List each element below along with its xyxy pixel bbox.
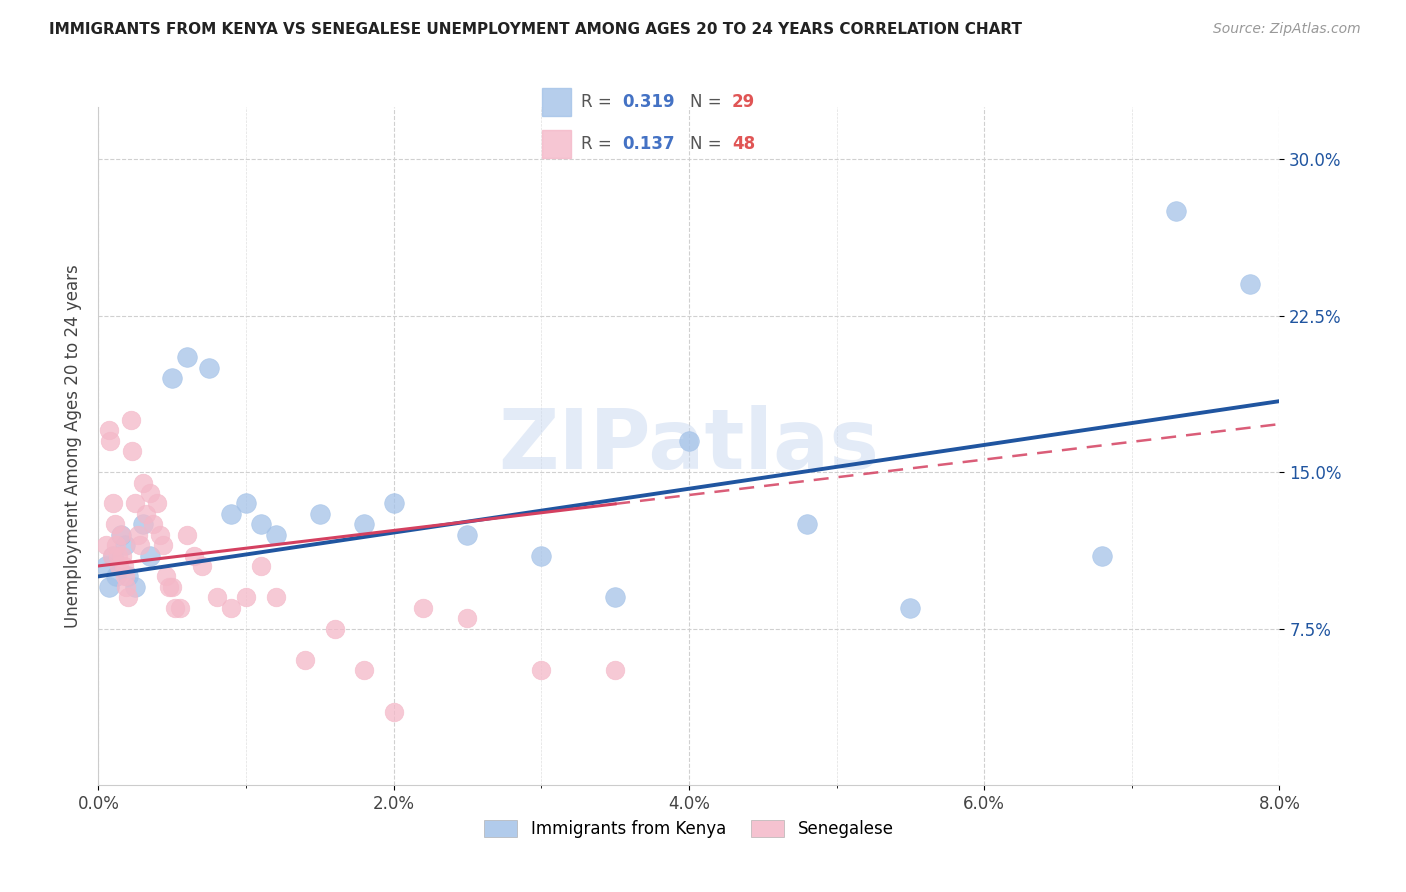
Point [323, 622, 346, 636]
Point [114, 538, 136, 552]
Point [100, 549, 122, 563]
Point [107, 549, 129, 563]
Point [264, 527, 287, 541]
Point [412, 600, 434, 615]
Point [796, 517, 818, 532]
Point [1091, 549, 1114, 563]
Point [149, 527, 172, 541]
Point [457, 611, 479, 625]
Point [191, 558, 214, 573]
Point [121, 444, 143, 458]
Point [139, 486, 162, 500]
Point [678, 434, 700, 448]
Point [183, 549, 205, 563]
Point [124, 496, 146, 510]
Point [105, 538, 128, 552]
Point [128, 538, 150, 552]
Y-axis label: Unemployment Among Ages 20 to 24 years: Unemployment Among Ages 20 to 24 years [63, 264, 82, 628]
Text: IMMIGRANTS FROM KENYA VS SENEGALESE UNEMPLOYMENT AMONG AGES 20 TO 24 YEARS CORRE: IMMIGRANTS FROM KENYA VS SENEGALESE UNEM… [49, 22, 1022, 37]
Point [353, 663, 375, 677]
Point [146, 496, 169, 510]
Point [120, 413, 142, 427]
Legend: Immigrants from Kenya, Senegalese: Immigrants from Kenya, Senegalese [478, 813, 900, 845]
Point [1166, 204, 1188, 219]
Point [353, 517, 375, 532]
Point [162, 580, 183, 594]
Point [294, 653, 316, 667]
Point [139, 549, 162, 563]
Text: Source: ZipAtlas.com: Source: ZipAtlas.com [1213, 22, 1361, 37]
Text: R =: R = [581, 136, 617, 153]
Point [235, 496, 257, 510]
Point [900, 600, 922, 615]
Point [1239, 277, 1261, 292]
Point [165, 600, 187, 615]
Point [142, 517, 165, 532]
Point [97, 423, 120, 437]
Point [110, 527, 132, 541]
Point [124, 580, 146, 594]
Point [250, 517, 273, 532]
Point [94, 538, 117, 552]
Point [198, 360, 221, 375]
Point [530, 549, 553, 563]
Point [605, 591, 627, 605]
Text: 29: 29 [733, 93, 755, 111]
Point [94, 558, 117, 573]
Point [110, 527, 132, 541]
Point [98, 434, 121, 448]
Point [135, 507, 157, 521]
Point [152, 538, 174, 552]
Point [103, 549, 125, 563]
Point [530, 663, 553, 677]
Point [112, 558, 135, 573]
Point [157, 580, 180, 594]
Point [115, 580, 138, 594]
Point [103, 496, 125, 510]
Text: N =: N = [690, 136, 727, 153]
Point [382, 496, 405, 510]
Point [114, 569, 136, 583]
Point [162, 371, 183, 385]
Text: R =: R = [581, 93, 617, 111]
Text: 0.137: 0.137 [623, 136, 675, 153]
FancyBboxPatch shape [543, 88, 571, 116]
Point [205, 591, 228, 605]
Point [132, 517, 155, 532]
Point [105, 569, 128, 583]
Point [221, 600, 243, 615]
Text: 0.319: 0.319 [623, 93, 675, 111]
FancyBboxPatch shape [543, 130, 571, 158]
Point [117, 591, 139, 605]
Text: ZIPatlas: ZIPatlas [499, 406, 879, 486]
Point [169, 600, 191, 615]
Point [111, 549, 134, 563]
Point [605, 663, 627, 677]
Text: N =: N = [690, 93, 727, 111]
Point [235, 591, 257, 605]
Text: 48: 48 [733, 136, 755, 153]
Point [97, 580, 120, 594]
Point [264, 591, 287, 605]
Point [176, 527, 198, 541]
Point [382, 705, 405, 719]
Point [132, 475, 155, 490]
Point [108, 558, 131, 573]
Point [457, 527, 479, 541]
Point [104, 517, 127, 532]
Point [155, 569, 177, 583]
Point [250, 558, 273, 573]
Point [127, 527, 149, 541]
Point [176, 351, 198, 365]
Point [221, 507, 243, 521]
Point [117, 569, 139, 583]
Point [309, 507, 332, 521]
